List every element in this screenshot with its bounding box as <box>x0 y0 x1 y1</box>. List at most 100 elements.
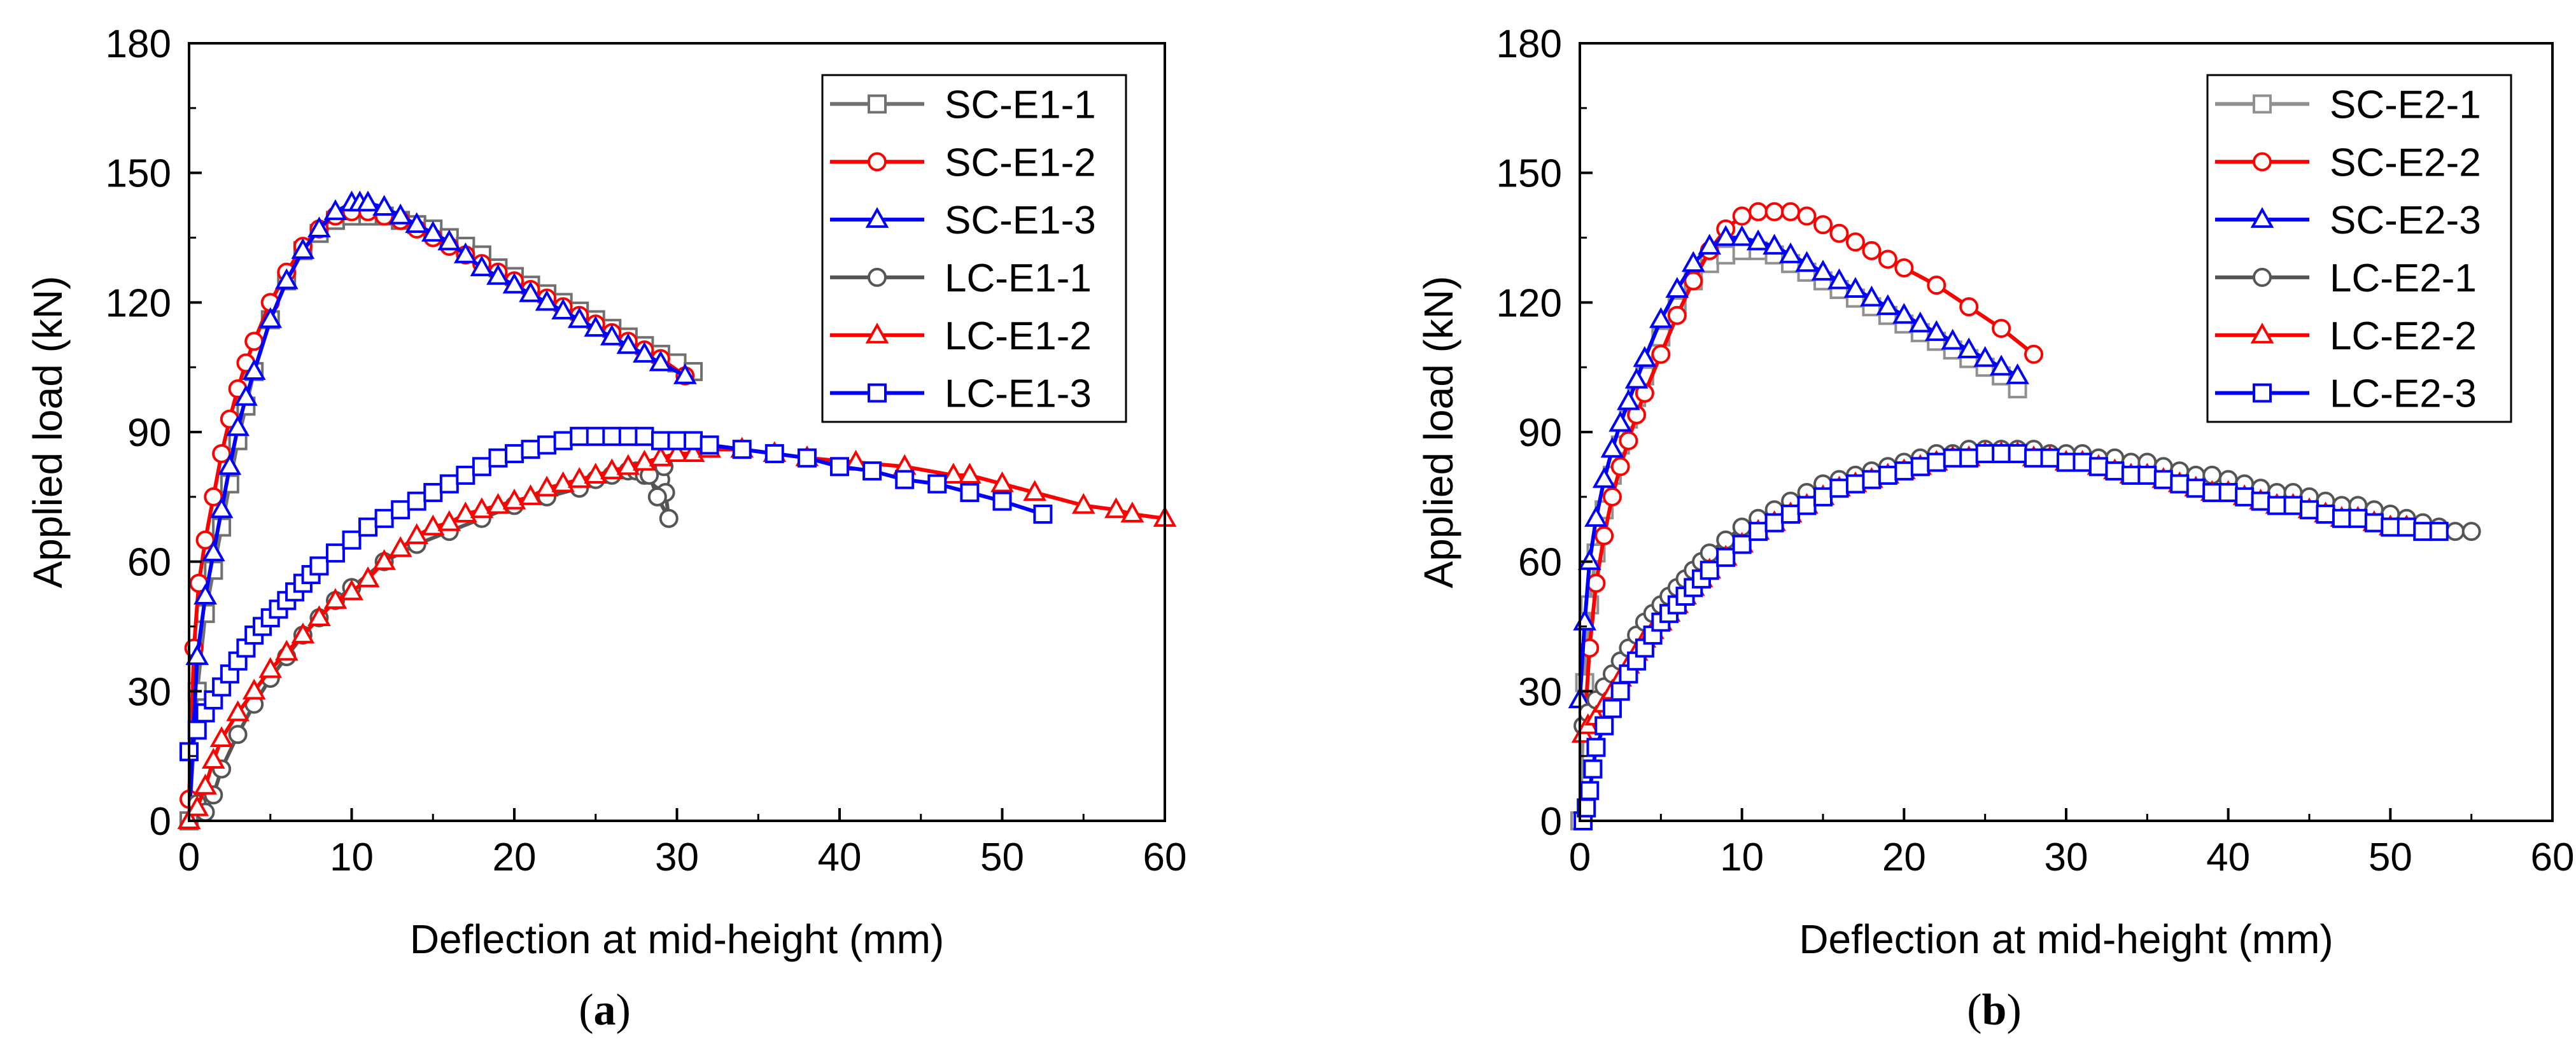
data-point <box>323 588 348 609</box>
data-point <box>488 448 508 468</box>
data-point <box>453 242 477 263</box>
data-point <box>1033 504 1053 524</box>
data-point <box>651 431 670 451</box>
data-point <box>1845 232 1865 252</box>
data-point <box>551 298 575 319</box>
data-point <box>1878 249 1897 269</box>
data-point <box>307 605 331 626</box>
legend-b: SC-E2-1 SC-E2-2 SC-E2-3 LC-E2-1 LC-E2-2 LC-E2… <box>2206 74 2512 423</box>
data-point <box>1667 305 1687 325</box>
data-point <box>1811 260 1835 281</box>
data-point <box>535 475 559 497</box>
series-LC-E1-2 <box>177 437 1177 830</box>
legend-marker <box>868 267 887 287</box>
y-tick-label: 180 <box>106 22 171 66</box>
data-point <box>1795 251 1819 272</box>
data-point <box>2267 496 2287 515</box>
data-point <box>1924 320 1948 341</box>
data-point <box>2429 522 2449 541</box>
data-point <box>1959 448 1979 468</box>
x-tick-label: 0 <box>178 835 200 879</box>
data-point <box>1829 223 1849 243</box>
data-point <box>958 463 982 484</box>
y-tick-label: 30 <box>1518 670 1562 714</box>
y-axis-title-a: Applied load (kN) <box>25 276 71 589</box>
data-point <box>1764 513 1784 533</box>
panel-label-a: (a) <box>579 986 631 1035</box>
y-tick-label: 0 <box>1540 800 1562 844</box>
data-point <box>1992 319 2011 339</box>
data-point <box>1957 337 1981 359</box>
data-point <box>570 426 589 446</box>
data-point <box>307 216 331 237</box>
data-point <box>2105 461 2125 481</box>
data-point <box>1633 346 1657 367</box>
data-point <box>600 458 624 480</box>
data-point <box>1665 277 1689 298</box>
data-point <box>486 263 510 285</box>
data-point <box>519 484 542 505</box>
data-point <box>1910 457 1930 477</box>
data-point <box>201 540 225 562</box>
series-SC-E2-3 <box>1568 225 2029 708</box>
data-point <box>1908 311 1932 333</box>
data-point <box>2088 457 2108 477</box>
data-point <box>1600 437 1624 458</box>
data-point <box>616 454 640 475</box>
data-point <box>242 678 266 700</box>
ticks-b: 0 10 20 30 40 50 60 0 30 60 90 120 150 180 <box>1496 22 2575 879</box>
data-point <box>2121 465 2141 485</box>
data-point <box>700 435 719 455</box>
data-point <box>1624 367 1649 389</box>
y-tick-label: 60 <box>1518 541 1562 585</box>
x-tick-label: 20 <box>493 835 537 879</box>
data-point <box>388 203 412 225</box>
x-tick-label: 50 <box>2368 835 2412 879</box>
legend-item-LC-E1-3: LC-E1-3 <box>830 372 1092 416</box>
legend-marker <box>2250 207 2274 228</box>
data-point <box>470 497 494 519</box>
data-point <box>1681 251 1705 272</box>
y-tick-label: 0 <box>150 800 171 844</box>
data-point <box>195 530 215 550</box>
data-point <box>1943 448 1962 468</box>
legend-item-SC-E1-2: SC-E1-2 <box>830 141 1096 185</box>
data-point <box>584 463 608 484</box>
data-point <box>1120 501 1144 523</box>
data-point <box>1580 781 1600 800</box>
series-line-LC-E2-1 <box>1581 447 2472 727</box>
legend-label: LC-E2-1 <box>2330 256 2477 300</box>
legend-box <box>821 74 1127 423</box>
data-point <box>960 483 980 503</box>
legend-label: SC-E1-3 <box>945 199 1096 242</box>
data-point <box>228 725 248 744</box>
data-point <box>1813 487 1833 507</box>
data-point <box>1927 276 1946 295</box>
data-point <box>342 530 362 550</box>
legend-label: LC-E1-3 <box>945 372 1092 416</box>
data-point <box>2006 363 2029 384</box>
series-LC-E1-3 <box>179 426 1053 762</box>
data-point <box>1716 245 1736 265</box>
data-point <box>391 500 411 520</box>
legend-marker <box>2250 323 2274 344</box>
chart-panel-b: 0 10 20 30 40 50 60 0 30 60 90 120 150 180 Deflection… <box>1416 22 2574 1035</box>
legend-label: SC-E2-2 <box>2330 141 2481 185</box>
data-point <box>764 444 784 463</box>
data-point <box>992 491 1012 511</box>
data-point <box>830 457 849 477</box>
data-point <box>226 700 250 722</box>
data-point <box>1104 497 1128 519</box>
data-point <box>633 449 656 471</box>
data-point <box>2186 479 2206 498</box>
y-tick-label: 30 <box>127 670 171 714</box>
data-point <box>1584 506 1608 527</box>
data-point <box>1894 258 1914 278</box>
series-layer-a <box>177 190 1177 830</box>
data-point <box>1594 526 1614 545</box>
data-point <box>274 268 299 290</box>
legend-marker <box>868 152 887 172</box>
data-point <box>258 307 283 328</box>
data-point <box>1071 493 1095 514</box>
ticks-a: 0 10 20 30 40 50 60 0 30 60 90 120 150 180 <box>106 22 1187 879</box>
